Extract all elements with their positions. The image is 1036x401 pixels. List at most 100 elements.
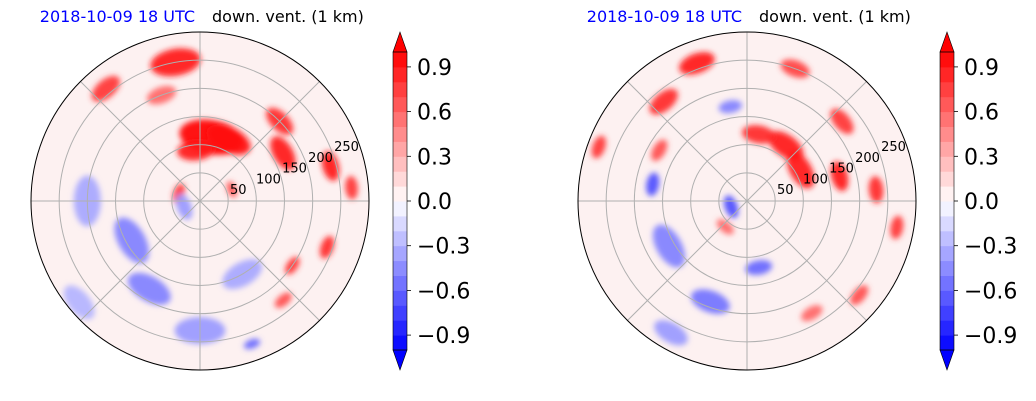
field-blob <box>321 151 340 181</box>
polar-chart-svg: 2018-10-09 18 UTC down. vent. (1 km) 50 100… <box>30 7 470 371</box>
field-blob <box>745 260 773 276</box>
colorbar-extend-min <box>939 349 955 371</box>
colorbar-tick-label: 0.0 <box>417 190 452 215</box>
colorbar-tick-label: 0.6 <box>417 101 452 126</box>
colorbar-segment <box>393 230 407 247</box>
colorbar-extend-min <box>392 349 408 371</box>
colorbar-segment <box>940 156 954 172</box>
colorbar-tick-label: −0.6 <box>417 279 470 304</box>
grid-spoke <box>199 81 320 202</box>
colorbar-segment <box>940 245 954 262</box>
grid-spoke <box>199 200 320 321</box>
colorbar-tick-label: 0.9 <box>417 56 452 81</box>
colorbar-segment <box>940 230 954 247</box>
grid-spoke <box>746 81 867 202</box>
colorbar-segment <box>393 66 407 83</box>
field-blob <box>890 215 904 240</box>
colorbar-segment <box>393 305 407 321</box>
colorbar-segment <box>393 126 407 142</box>
field-blob <box>270 136 296 170</box>
field-blob <box>830 161 849 192</box>
radial-tick-label: 200 <box>308 151 333 166</box>
colorbar-segment <box>940 141 954 157</box>
field-blob <box>679 52 715 75</box>
grid-spoke <box>627 200 748 321</box>
colorbar-tick-label: 0.3 <box>417 145 452 170</box>
colorbar-tick-label: −0.6 <box>964 279 1017 304</box>
field-blob <box>91 75 121 102</box>
colorbar-segment <box>940 275 954 291</box>
colorbar-segment <box>940 335 954 351</box>
colorbar-segment <box>940 201 954 217</box>
colorbar-segment <box>940 290 954 306</box>
colorbar: −0.9 −0.6 −0.3 0.0 0.3 0.6 0.9 <box>939 31 1017 371</box>
colorbar-segment <box>393 156 407 172</box>
polar-frame <box>577 31 917 371</box>
colorbar-segment <box>940 52 954 68</box>
colorbar-segment <box>393 81 407 98</box>
colorbar-segment <box>940 260 954 276</box>
field-blob <box>652 224 686 268</box>
grid-spoke <box>627 81 748 202</box>
polar-chart-svg: 2018-10-09 18 UTC down. vent. (1 km) 50 100… <box>577 7 1017 371</box>
colorbar-segment <box>940 186 954 202</box>
field-blob <box>591 135 606 159</box>
field-blob <box>654 320 688 346</box>
colorbar-segment <box>393 290 407 306</box>
colorbar-segment <box>393 320 407 336</box>
colorbar-segment <box>393 141 407 157</box>
field-blob <box>716 219 734 235</box>
chart-title-field: down. vent. (1 km) <box>759 7 911 26</box>
radial-tick-label: 250 <box>334 140 359 155</box>
grid-spoke <box>80 200 201 321</box>
field-blob <box>742 125 776 144</box>
colorbar-segment <box>393 275 407 291</box>
colorbar-tick-label: 0.3 <box>964 145 999 170</box>
colorbar-segment <box>940 305 954 321</box>
colorbar-segment <box>393 335 407 351</box>
colorbar-extend-max <box>939 31 955 53</box>
field-blob <box>651 139 668 162</box>
colorbar-tick-label: −0.3 <box>964 235 1017 260</box>
field-blob <box>226 181 237 198</box>
field-blob <box>830 108 854 135</box>
chart-panel-right: 2018-10-09 18 UTC down. vent. (1 km) 50 100… <box>547 0 1036 401</box>
colorbar-segment <box>940 96 954 113</box>
chart-panel-left: 2018-10-09 18 UTC down. vent. (1 km) 50 100… <box>30 7 470 371</box>
polar-frame <box>30 31 370 371</box>
field-blob <box>850 285 869 306</box>
grid-spoke <box>80 81 201 202</box>
colorbar-segment <box>393 260 407 276</box>
polar-grid <box>31 32 369 370</box>
colorbar-segment <box>940 320 954 336</box>
field-blob <box>649 88 678 115</box>
colorbar-tick-label: 0.6 <box>964 101 999 126</box>
field-blob <box>690 289 730 314</box>
colorbar-segment <box>393 111 407 127</box>
field-blob <box>114 217 149 264</box>
field-blob <box>718 100 743 114</box>
field-blob <box>243 338 261 350</box>
radial-tick-label: 200 <box>855 151 880 166</box>
colorbar: −0.9 −0.6 −0.3 0.0 0.3 0.6 0.9 <box>392 31 470 371</box>
colorbar-segment <box>940 126 954 142</box>
colorbar-segment <box>393 201 407 217</box>
field-blob <box>127 272 171 305</box>
radial-tick-label: 100 <box>256 172 281 187</box>
radial-tick-label: 150 <box>282 162 307 177</box>
radial-tick-label: 50 <box>777 183 794 198</box>
grid-spoke <box>746 200 867 321</box>
colorbar-tick-label: 0.9 <box>964 56 999 81</box>
colorbar-extend-max <box>392 31 408 53</box>
field-blob <box>868 176 884 204</box>
field-blob <box>177 140 215 161</box>
radial-tick-label: 250 <box>881 140 906 155</box>
colorbar-segment <box>940 66 954 83</box>
colorbar-segment <box>393 96 407 113</box>
colorbar-segment <box>940 171 954 187</box>
field-blob <box>345 175 358 200</box>
field-blob <box>646 172 660 197</box>
field-blob <box>63 285 95 320</box>
colorbar-segment <box>940 111 954 127</box>
colorbar-segment <box>393 245 407 262</box>
